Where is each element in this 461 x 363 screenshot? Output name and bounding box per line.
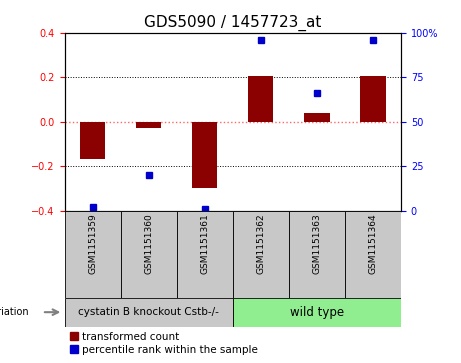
- Legend: transformed count, percentile rank within the sample: transformed count, percentile rank withi…: [70, 332, 258, 355]
- Bar: [304, 113, 330, 122]
- Bar: [65, 211, 121, 298]
- Title: GDS5090 / 1457723_at: GDS5090 / 1457723_at: [144, 15, 321, 31]
- Text: GSM1151364: GSM1151364: [368, 213, 378, 274]
- Bar: [233, 298, 401, 327]
- Bar: [233, 211, 289, 298]
- Bar: [248, 76, 273, 122]
- Bar: [361, 76, 386, 122]
- Bar: [121, 211, 177, 298]
- Bar: [65, 298, 233, 327]
- Bar: [345, 211, 401, 298]
- Text: genotype/variation: genotype/variation: [0, 307, 29, 317]
- Text: GSM1151362: GSM1151362: [256, 213, 266, 274]
- Text: cystatin B knockout Cstb-/-: cystatin B knockout Cstb-/-: [78, 307, 219, 317]
- Bar: [192, 122, 218, 188]
- Bar: [136, 122, 161, 128]
- Text: GSM1151359: GSM1151359: [88, 213, 97, 274]
- Text: GSM1151363: GSM1151363: [313, 213, 321, 274]
- Bar: [80, 122, 105, 159]
- Bar: [289, 211, 345, 298]
- Text: GSM1151360: GSM1151360: [144, 213, 153, 274]
- Text: GSM1151361: GSM1151361: [200, 213, 209, 274]
- Bar: [177, 211, 233, 298]
- Text: wild type: wild type: [290, 306, 344, 319]
